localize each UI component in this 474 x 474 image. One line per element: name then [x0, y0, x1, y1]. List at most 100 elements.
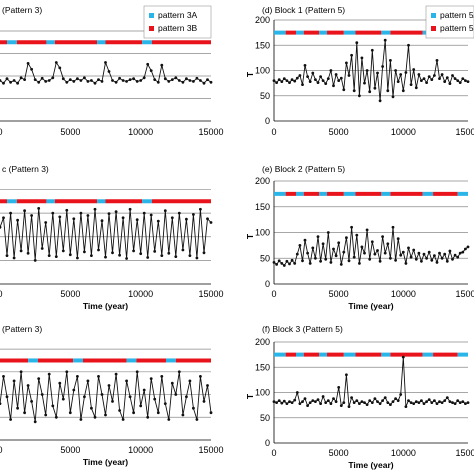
data-point: [277, 259, 281, 263]
data-point: [311, 399, 315, 402]
data-point: [19, 76, 23, 80]
x-tick-label: 0: [0, 127, 3, 137]
x-tick-label: 10000: [128, 445, 153, 455]
data-point: [409, 255, 413, 259]
data-point: [430, 78, 434, 81]
data-point: [114, 372, 118, 376]
data-point: [93, 207, 97, 211]
data-point: [438, 77, 441, 80]
data-point: [58, 66, 62, 70]
data-point: [458, 401, 462, 404]
x-tick-label: 5000: [329, 448, 349, 458]
y-axis-label: T: [245, 233, 255, 239]
data-point: [365, 403, 369, 406]
data-point: [350, 225, 353, 229]
data-point: [414, 400, 418, 403]
panel-title: (f) Block 3 (Pattern 5): [262, 324, 343, 334]
data-point: [453, 253, 457, 257]
x-tick-label: 10000: [128, 289, 153, 299]
data-point: [383, 38, 387, 42]
data-point: [280, 80, 284, 83]
data-point: [326, 399, 330, 402]
data-point: [30, 214, 33, 217]
data-point: [368, 90, 372, 94]
x-tick-label: 5000: [60, 289, 80, 299]
data-point: [298, 402, 302, 405]
data-point: [440, 401, 444, 404]
data-point: [396, 80, 400, 83]
data-point: [290, 401, 294, 404]
data-point: [337, 241, 341, 245]
x-tick-label: 15000: [455, 289, 474, 299]
data-point: [153, 78, 157, 81]
data-point: [97, 78, 100, 81]
x-tick-label: 5000: [329, 289, 349, 299]
data-point: [149, 377, 153, 380]
data-point: [104, 413, 107, 417]
y-tick-label: 150: [255, 40, 270, 50]
data-point: [290, 258, 294, 262]
data-point: [33, 420, 37, 424]
data-point: [209, 411, 213, 415]
y-tick-label: 0: [265, 116, 270, 126]
data-point: [306, 251, 309, 255]
data-point: [425, 81, 428, 84]
y-tick-label: 50: [260, 91, 270, 101]
data-point: [321, 242, 325, 246]
data-point: [177, 211, 181, 215]
y-tick-label: 100: [255, 66, 270, 76]
x-axis-label: Time (year): [348, 301, 393, 311]
data-point: [12, 379, 16, 383]
data-point: [433, 254, 436, 258]
y-axis-label: T: [245, 71, 255, 77]
x-tick-label: 5000: [60, 127, 80, 137]
data-point: [360, 56, 364, 60]
data-point: [427, 398, 431, 401]
data-point: [430, 401, 434, 404]
data-point: [420, 259, 423, 263]
data-point: [100, 80, 104, 83]
data-point: [177, 79, 181, 82]
data-point: [86, 379, 90, 383]
data-point: [306, 404, 309, 407]
data-point: [16, 81, 19, 85]
data-point: [376, 71, 379, 75]
data-point: [373, 252, 377, 256]
data-point: [451, 257, 454, 261]
data-point: [378, 259, 382, 263]
legend-swatch-a: [149, 13, 154, 18]
data-point: [153, 250, 157, 253]
data-point: [192, 213, 195, 216]
data-point: [61, 397, 65, 401]
data-point: [139, 252, 143, 256]
data-point: [114, 210, 118, 214]
legend-swatch-b: [431, 26, 436, 31]
data-point: [316, 235, 320, 239]
data-point: [370, 240, 374, 244]
data-point: [456, 79, 460, 82]
data-point: [453, 402, 457, 405]
data-point: [114, 80, 118, 84]
data-point: [272, 261, 276, 264]
data-point: [324, 257, 328, 261]
data-point: [301, 259, 304, 263]
data-point: [167, 80, 171, 83]
data-point: [58, 381, 62, 385]
data-point: [272, 79, 276, 82]
data-point: [128, 207, 132, 211]
data-point: [329, 402, 333, 405]
data-point: [160, 254, 164, 257]
data-point: [303, 397, 307, 400]
y-tick-label: 200: [255, 176, 270, 186]
data-point: [282, 77, 286, 80]
data-point: [195, 418, 199, 421]
data-point: [65, 370, 69, 374]
data-point: [68, 78, 72, 81]
data-point: [448, 400, 452, 403]
data-point: [389, 403, 392, 406]
data-point: [386, 242, 390, 246]
data-point: [19, 249, 23, 253]
data-point: [107, 70, 111, 73]
data-point: [461, 250, 465, 254]
data-point: [381, 65, 384, 68]
